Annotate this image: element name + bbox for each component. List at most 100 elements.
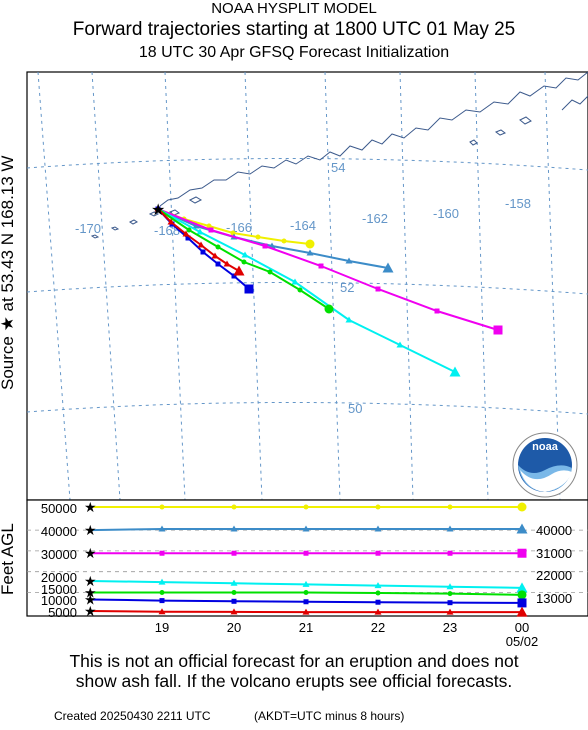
profile-marker-blue	[516, 523, 528, 534]
profile-marker-cyan	[374, 582, 382, 589]
noaa-logo-text: noaa	[532, 441, 559, 453]
trajectory-paths	[154, 205, 503, 377]
right-label-31000: 31000	[536, 546, 572, 561]
trajectory-marker-green	[241, 259, 247, 265]
trajectory-marker-cyan	[196, 228, 204, 235]
y-tick-5000: 5000	[48, 605, 77, 620]
profile-marker-cyan	[446, 583, 454, 590]
lon-label-170: -170	[75, 221, 101, 236]
map-area: -170 -168 -166 -164 -162 -160 -158 54 52…	[27, 72, 588, 500]
profile-marker-yellow	[517, 502, 527, 512]
trajectory-marker-magenta	[493, 325, 503, 335]
y-tick-40000: 40000	[41, 524, 77, 539]
hysplit-figure: -170 -168 -166 -164 -162 -160 -158 54 52…	[26, 71, 588, 649]
x-tick-00: 00	[515, 620, 529, 635]
profile-marker-green	[447, 591, 453, 597]
trajectory-marker-red	[197, 241, 205, 248]
trajectory-marker-blue	[306, 249, 314, 256]
trajectory-marker-red	[182, 230, 190, 237]
x-tick-19: 19	[155, 620, 169, 635]
profile-marker-dark_blue	[447, 600, 453, 606]
y-tick-15000: 15000	[41, 582, 77, 597]
trajectory-marker-green	[267, 269, 273, 275]
profile-frame	[26, 499, 588, 617]
trajectory-marker-cyan	[291, 278, 299, 285]
trajectory-marker-green	[297, 287, 303, 293]
profile-marker-blue	[230, 525, 238, 532]
trajectory-marker-blue	[192, 222, 200, 229]
profile-start-star-icon: ★	[84, 499, 97, 515]
profile-start-star-icon: ★	[84, 545, 97, 561]
profile-marker-yellow	[447, 504, 453, 510]
lat-label-52: 52	[340, 280, 354, 295]
trajectory-marker-yellow	[255, 234, 261, 240]
trajectory-title: Forward trajectories starting at 1800 UT…	[72, 19, 516, 40]
profile-marker-yellow	[231, 504, 237, 510]
profile-start-star-icon: ★	[84, 585, 97, 601]
trajectory-marker-red	[223, 260, 231, 267]
profile-marker-blue	[446, 525, 454, 532]
profile-marker-dark_blue	[303, 599, 309, 605]
trajectory-marker-red	[167, 218, 175, 225]
profile-marker-magenta	[447, 550, 453, 556]
trajectory-marker-dark_blue	[215, 261, 221, 267]
y-tick-50000: 50000	[41, 501, 77, 516]
profile-marker-cyan	[158, 578, 166, 585]
trajectory-marker-magenta	[262, 243, 268, 249]
lon-label-162: -162	[362, 211, 388, 226]
profile-marker-dark_blue	[517, 598, 527, 608]
lon-label-158: -158	[505, 196, 531, 211]
trajectory-marker-magenta	[318, 263, 324, 269]
trajectory-marker-cyan	[345, 316, 353, 323]
profile-marker-magenta	[517, 548, 527, 558]
y-tick-30000: 30000	[41, 547, 77, 562]
profile-marker-green	[517, 590, 527, 600]
profile-marker-blue	[374, 525, 382, 532]
profile-marker-magenta	[231, 550, 237, 556]
profile-marker-dark_blue	[375, 599, 381, 605]
trajectory-marker-yellow	[230, 230, 236, 236]
right-label-22000: 22000	[536, 568, 572, 583]
profile-marker-green	[375, 590, 381, 596]
lon-label-168: -168	[154, 223, 180, 238]
x-tick-20: 20	[227, 620, 241, 635]
profile-start-star-icon: ★	[84, 522, 97, 538]
init-subtitle: 18 UTC 30 Apr GFSQ Forecast Initializati…	[138, 44, 450, 61]
profile-marker-blue	[158, 525, 166, 532]
profile-marker-green	[231, 590, 237, 596]
disclaimer-line-1: This is not an official forecast for an …	[69, 651, 519, 671]
trajectory-marker-magenta	[434, 308, 440, 314]
trajectory-marker-yellow	[206, 223, 212, 229]
trajectory-marker-magenta	[208, 227, 214, 233]
lon-label-160: -160	[433, 206, 459, 221]
x-tick-21: 21	[299, 620, 313, 635]
right-label-40000: 40000	[536, 523, 572, 538]
trajectory-marker-magenta	[375, 286, 381, 292]
lon-label-164: -164	[290, 218, 316, 233]
trajectory-marker-blue	[345, 257, 353, 264]
lat-label-50: 50	[348, 401, 362, 416]
trajectory-marker-dark_blue	[244, 284, 254, 294]
profile-marker-red	[158, 608, 166, 615]
y-tick-20000: 20000	[41, 570, 77, 585]
profile-marker-red	[516, 606, 528, 617]
profile-marker-green	[159, 590, 165, 596]
profile-start-star-icon: ★	[84, 591, 97, 607]
profile-start-star-icon: ★	[84, 603, 97, 619]
trajectory-marker-dark_blue	[185, 235, 191, 241]
disclaimer-line-2: show ash fall. If the volcano erupts see…	[75, 671, 513, 691]
profile-marker-dark_blue	[231, 598, 237, 604]
profile-marker-dark_blue	[159, 598, 165, 604]
lat-label-54: 54	[331, 160, 345, 175]
created-timestamp: Created 20250430 2211 UTC	[54, 709, 211, 723]
trajectory-marker-cyan	[449, 366, 461, 377]
trajectory-marker-yellow	[305, 239, 315, 249]
trajectory-marker-cyan	[396, 341, 404, 348]
profile-marker-magenta	[375, 550, 381, 556]
source-star-icon: ★	[151, 202, 165, 219]
trajectory-marker-green	[215, 244, 221, 250]
trajectory-marker-green	[186, 227, 192, 233]
profile-start-star-icon: ★	[84, 573, 97, 589]
profile-marker-magenta	[303, 550, 309, 556]
profile-marker-cyan	[302, 580, 310, 587]
